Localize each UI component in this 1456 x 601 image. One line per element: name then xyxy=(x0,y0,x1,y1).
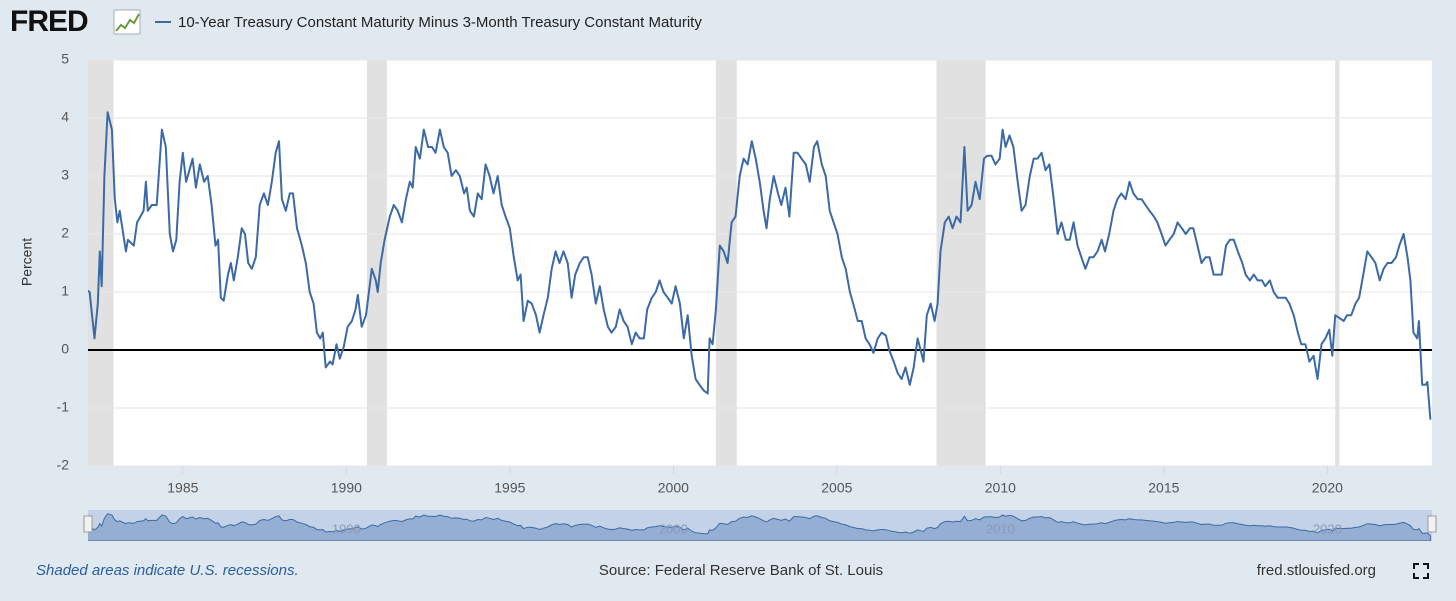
navigator-handle[interactable] xyxy=(1427,515,1437,533)
x-tick-label: 2000 xyxy=(658,480,689,496)
site[interactable]: fred.stlouisfed.org xyxy=(1257,562,1376,579)
source: Source: Federal Reserve Bank of St. Loui… xyxy=(599,562,883,579)
x-tick-label: 1985 xyxy=(167,480,198,496)
y-tick-label: 3 xyxy=(61,167,69,183)
navigator-tick-label: 2000 xyxy=(659,521,688,536)
plot-area xyxy=(88,60,1432,466)
recessions xyxy=(88,60,1340,466)
series-line xyxy=(88,111,1432,420)
x-tick-label: 2020 xyxy=(1312,480,1343,496)
navigator-tick-label: 2010 xyxy=(986,521,1015,536)
recession-band xyxy=(1335,60,1340,466)
navigator-area xyxy=(88,513,1431,541)
recession-band xyxy=(936,60,986,466)
y-tick-label: 4 xyxy=(61,109,69,125)
x-tick-label: 1990 xyxy=(331,480,362,496)
y-tick-label: 0 xyxy=(61,341,69,357)
logo-icon xyxy=(113,9,141,35)
y-tick-label: 5 xyxy=(61,51,69,67)
recession-note: Shaded areas indicate U.S. recessions. xyxy=(36,562,299,579)
logo: FRED xyxy=(10,5,88,38)
recession-band xyxy=(366,60,387,466)
navigator-tick-label: 2020 xyxy=(1313,521,1342,536)
x-tick-label: 2005 xyxy=(821,480,852,496)
y-tick-label: 2 xyxy=(61,225,69,241)
navigator-tick-label: 1990 xyxy=(332,521,361,536)
y-axis-label: Percent xyxy=(19,238,35,286)
x-tick-label: 2015 xyxy=(1148,480,1179,496)
y-tick-label: 1 xyxy=(61,283,69,299)
y-tick-label: -2 xyxy=(57,457,70,473)
recession-band xyxy=(715,60,737,466)
x-tick-label: 1995 xyxy=(494,480,525,496)
y-tick-label: -1 xyxy=(57,399,70,415)
x-tick-label: 2010 xyxy=(985,480,1016,496)
navigator-handle[interactable] xyxy=(83,515,93,533)
legend-label[interactable]: 10-Year Treasury Constant Maturity Minus… xyxy=(178,14,702,31)
fullscreen-icon[interactable] xyxy=(1413,563,1429,579)
